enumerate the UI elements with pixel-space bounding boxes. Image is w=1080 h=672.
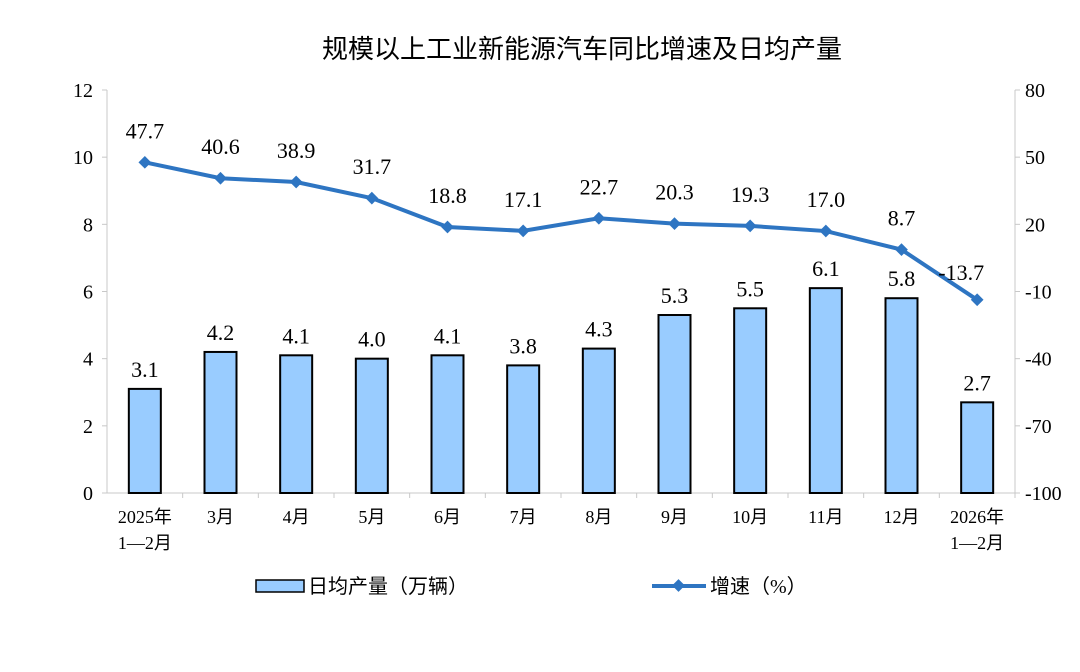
x-tick-label: 6月 [434, 507, 461, 527]
bar-data-label: 5.3 [661, 283, 689, 308]
x-tick-label: 11月 [808, 507, 843, 527]
line-data-label: 17.0 [807, 187, 846, 212]
bar [884, 297, 919, 495]
x-tick-label: 1—2月 [950, 533, 1004, 553]
bar-data-label: 2.7 [963, 370, 991, 395]
legend-bar-swatch [255, 579, 305, 593]
bar [808, 287, 843, 494]
x-tick-label: 9月 [661, 507, 688, 527]
line-data-label: 22.7 [580, 174, 619, 199]
line-point [214, 171, 227, 185]
x-tick-label: 3月 [207, 507, 234, 527]
bar-data-label: 4.1 [434, 323, 462, 348]
right-tick-label: -10 [1025, 282, 1052, 304]
left-tick-label: 8 [83, 214, 93, 236]
bar [581, 347, 616, 495]
chart-title: 规模以上工业新能源汽车同比增速及日均产量 [322, 35, 842, 65]
bar-data-label: 4.2 [207, 320, 235, 345]
line-point [289, 175, 303, 189]
x-tick-label: 10月 [732, 507, 768, 527]
x-tick-label: 8月 [585, 507, 612, 527]
left-tick-label: 6 [83, 282, 93, 304]
line-data-label: 38.9 [277, 138, 316, 163]
line-point [592, 211, 606, 225]
line-data-label: 19.3 [731, 182, 770, 207]
x-tick-label: 5月 [358, 507, 385, 527]
x-tick-label: 12月 [884, 507, 920, 527]
bar-data-label: 5.8 [888, 266, 916, 291]
x-tick-label: 2025年 [118, 507, 172, 527]
axes: 0 2 4 6 8 10 12 -100 -70 -40 -10 20 50 80 2025年 1—2月 3月 4… [73, 80, 1062, 553]
bar-data-label: 3.1 [131, 357, 159, 382]
right-tick-label: -70 [1025, 416, 1052, 438]
right-tick-label: 20 [1025, 214, 1045, 236]
bar [430, 354, 465, 494]
line-point [516, 224, 530, 238]
x-tick-label: 7月 [510, 507, 537, 527]
legend: 日均产量（万辆） 增速（%） [255, 575, 807, 598]
line-data-label: 17.1 [504, 187, 543, 212]
bar [203, 350, 238, 495]
bar-data-label: 6.1 [812, 256, 840, 281]
bar [506, 364, 541, 494]
left-tick-label: 10 [73, 147, 93, 169]
legend-line-marker [672, 579, 685, 592]
x-tick-label: 1—2月 [118, 533, 172, 553]
bar [657, 314, 692, 494]
left-tick-label: 0 [83, 483, 93, 505]
line-point [441, 220, 454, 234]
bars: 3.1 4.2 4.1 4.0 4.1 3.8 4.3 5.3 5.5 6.1 5.8 2.7 [127, 256, 995, 495]
line-data-label: -13.7 [938, 260, 984, 285]
line-point [138, 155, 152, 169]
growth-line: 47.7 40.6 38.9 31.7 18.8 17.1 22.7 20.3 19.3 17.0… [126, 118, 984, 307]
line-data-label: 31.7 [353, 154, 392, 179]
left-tick-label: 12 [73, 80, 93, 102]
bar [127, 387, 162, 494]
line-data-label: 8.7 [888, 206, 916, 231]
bar [354, 357, 389, 494]
bar-data-label: 4.3 [585, 317, 613, 342]
x-tick-label: 2026年 [950, 507, 1004, 527]
right-tick-label: -40 [1025, 349, 1052, 371]
bar-data-label: 4.1 [282, 323, 310, 348]
line-path [144, 160, 979, 302]
line-data-label: 40.6 [201, 134, 240, 159]
line-point [819, 224, 833, 238]
right-tick-label: 80 [1025, 80, 1045, 102]
line-data-label: 47.7 [126, 118, 165, 143]
line-point [365, 191, 379, 205]
line-data-label: 18.8 [428, 183, 467, 208]
bar-data-label: 3.8 [509, 333, 537, 358]
left-tick-label: 2 [83, 416, 93, 438]
line-point [743, 219, 757, 233]
bar [960, 401, 995, 495]
line-data-label: 20.3 [655, 180, 694, 205]
bar-data-label: 4.0 [358, 327, 386, 352]
line-point [668, 217, 681, 231]
x-tick-label: 4月 [283, 507, 310, 527]
left-tick-label: 4 [83, 349, 93, 371]
legend-bar-label: 日均产量（万辆） [308, 575, 468, 598]
right-tick-label: 50 [1025, 147, 1045, 169]
legend-line-label: 增速（%） [710, 575, 807, 598]
right-tick-label: -100 [1025, 483, 1062, 505]
bar [279, 354, 314, 494]
bar [733, 307, 768, 494]
bar-data-label: 5.5 [736, 276, 764, 301]
